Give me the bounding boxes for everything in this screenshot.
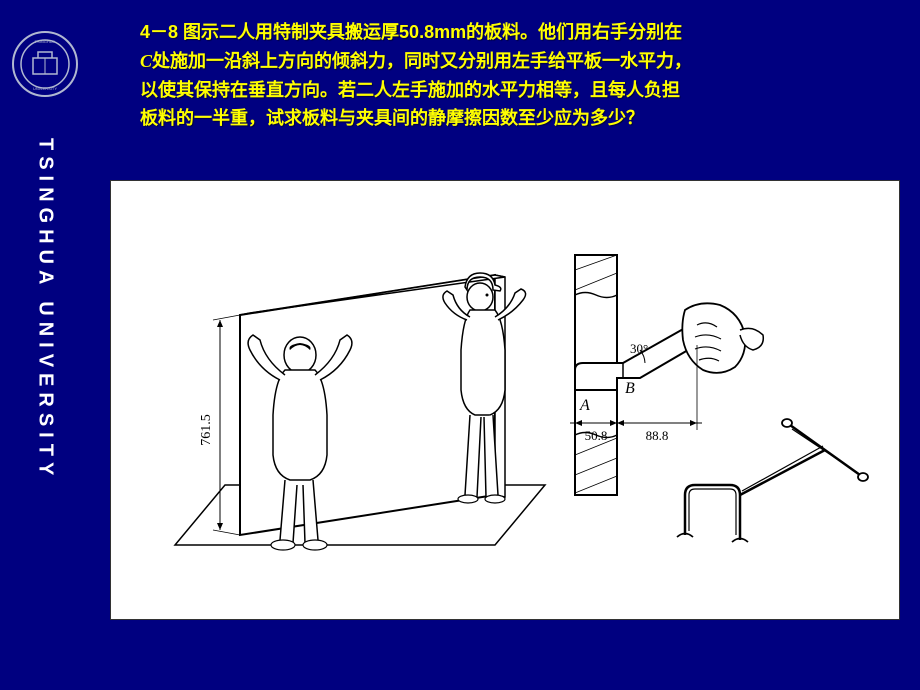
- problem-text-1a: 图示二人用特制夹具搬运厚50.8mm的板料。他们用右手分别在: [183, 22, 682, 42]
- label-a: A: [579, 397, 590, 414]
- svg-text:UNIVERSITY: UNIVERSITY: [33, 86, 57, 91]
- university-logo: TSINGHUA UNIVERSITY: [11, 30, 79, 98]
- figure-container: 761.5: [110, 180, 900, 620]
- problem-text-2a: 处施加一沿斜上方向的倾斜力，同时又分别用左手给平板一水平力，: [152, 51, 692, 71]
- university-name-vertical: TSINGHUA UNIVERSITY: [34, 138, 57, 481]
- problem-statement: 4－8 图示二人用特制夹具搬运厚50.8mm的板料。他们用右手分别在 C处施加一…: [90, 0, 920, 133]
- dim-handle: 88.8: [646, 428, 669, 443]
- left-scene: 761.5: [175, 273, 545, 550]
- problem-text-3: 以使其保持在垂直方向。若二人左手施加的水平力相等，且每人负担: [140, 80, 680, 100]
- content-area: 4－8 图示二人用特制夹具搬运厚50.8mm的板料。他们用右手分别在 C处施加一…: [90, 0, 920, 690]
- sidebar: TSINGHUA UNIVERSITY TSINGHUA UNIVERSITY: [0, 0, 90, 690]
- tsinghua-seal-icon: TSINGHUA UNIVERSITY: [11, 30, 79, 98]
- problem-figure: 761.5: [125, 195, 885, 605]
- angle-label: 30°: [630, 341, 648, 356]
- problem-number: 4－8: [140, 22, 178, 42]
- dim-thickness: 50.8: [585, 428, 608, 443]
- dim-height: 761.5: [199, 414, 214, 446]
- clamp-detail: 30° A B C: [570, 255, 763, 495]
- svg-text:TSINGHUA: TSINGHUA: [35, 39, 56, 44]
- hand-icon: [682, 303, 763, 373]
- point-c-label: C: [140, 51, 152, 71]
- label-b: B: [625, 380, 635, 397]
- problem-text-4: 板料的一半重，试求板料与夹具间的静摩擦因数至少应为多少？: [140, 108, 644, 128]
- clamp-tool: [677, 419, 868, 542]
